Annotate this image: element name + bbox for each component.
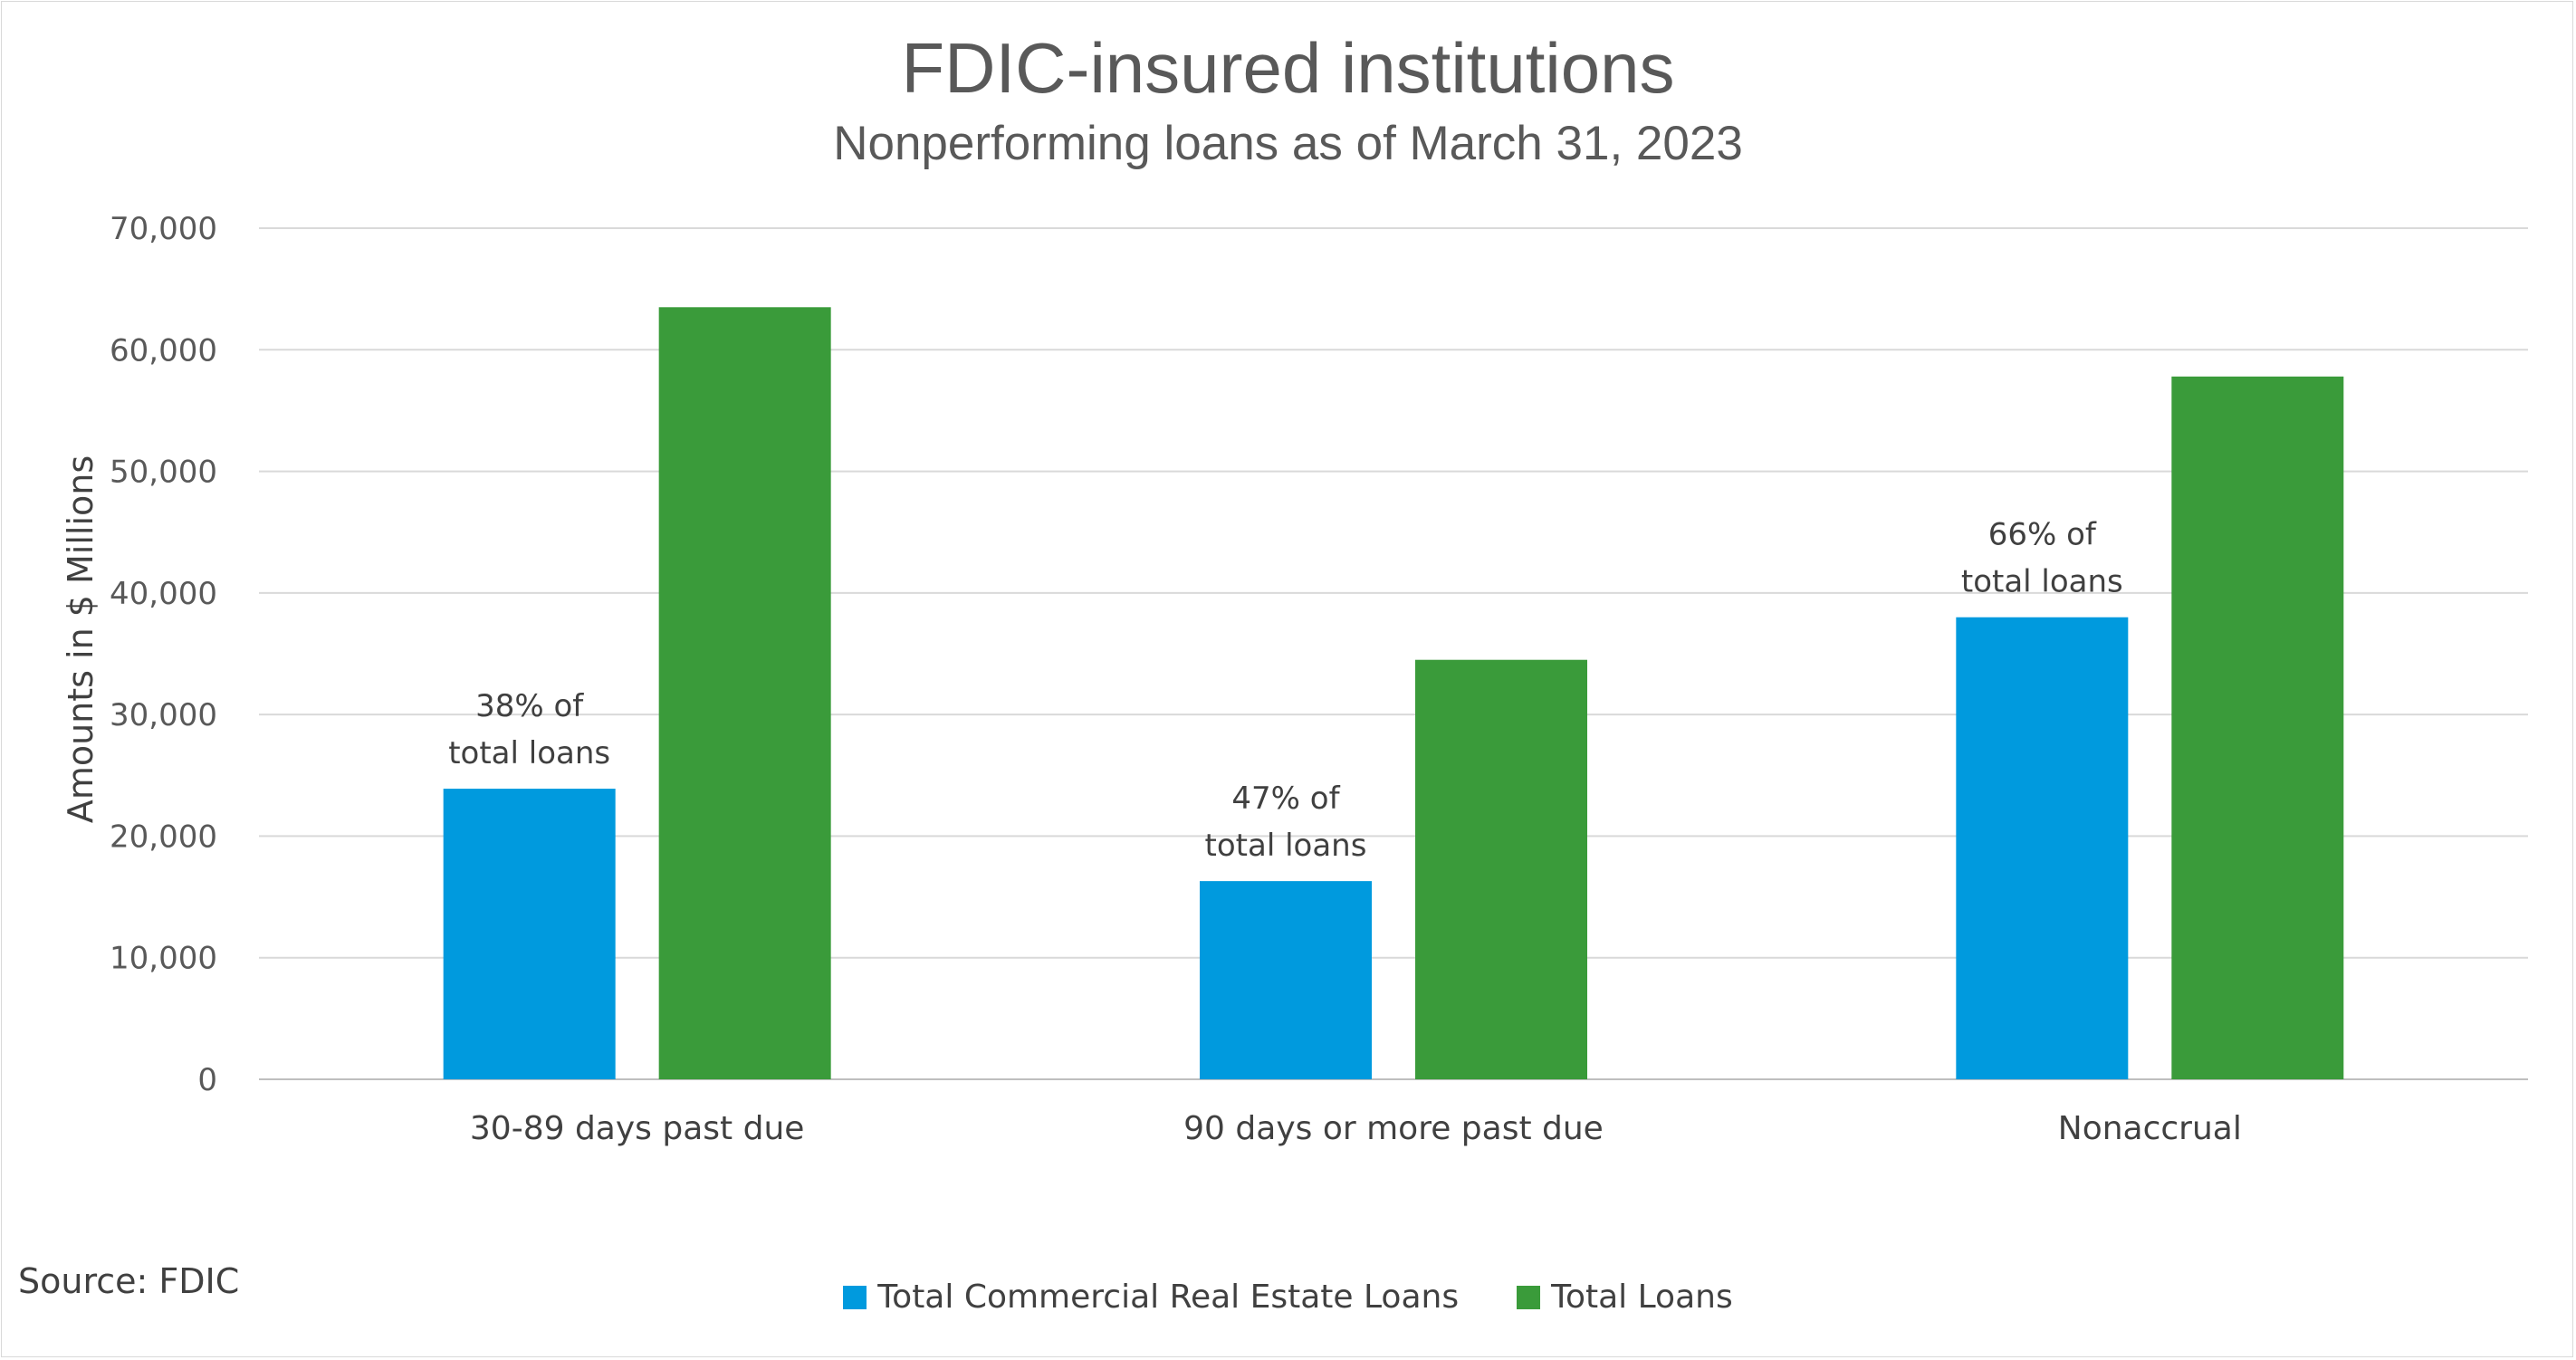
y-tick-label: 40,000 [110, 576, 217, 612]
bar-cre-2 [1956, 617, 2129, 1079]
bars [443, 307, 2344, 1079]
x-category-label: 90 days or more past due [1183, 1110, 1604, 1147]
annotation-label: 47% of [1231, 781, 1340, 817]
x-category-label: Nonaccrual [2058, 1110, 2242, 1147]
bar-total-2 [2171, 376, 2344, 1079]
bar-total-1 [1415, 659, 1587, 1079]
gridlines [259, 227, 2528, 1080]
bar-total-0 [658, 307, 831, 1079]
source-note: Source: FDIC [18, 1261, 240, 1301]
y-tick-label: 60,000 [110, 332, 217, 369]
annotation-label: 66% of [1988, 517, 2097, 553]
bar-cre-1 [1200, 881, 1372, 1079]
y-tick-label: 50,000 [110, 455, 217, 491]
legend-swatch [1517, 1285, 1541, 1309]
chart-subtitle: Nonperforming loans as of March 31, 2023 [833, 117, 1743, 170]
y-tick-label: 30,000 [110, 697, 217, 733]
y-axis-ticks: 0 10,000 20,000 30,000 40,000 50,000 60,000 70,… [110, 211, 217, 1098]
legend-label: Total Loans [1551, 1279, 1733, 1316]
legend-label: Total Commercial Real Estate Loans [877, 1279, 1460, 1316]
annotations: 38% of total loans 47% of total loans 66% of… [448, 517, 2123, 864]
annotation-label: total loans [448, 735, 610, 771]
y-axis-label: Amounts in $ Millions [61, 455, 101, 823]
legend-item: Total Commercial Real Estate Loans [843, 1279, 1459, 1316]
x-category-label: 30-89 days past due [470, 1110, 805, 1147]
y-tick-label: 0 [197, 1062, 217, 1098]
y-tick-label: 20,000 [110, 819, 217, 855]
legend-item: Total Loans [1517, 1279, 1733, 1316]
y-tick-label: 70,000 [110, 211, 217, 247]
annotation-label: 38% of [475, 688, 584, 724]
bar-cre-0 [443, 789, 616, 1079]
x-axis-categories: 30-89 days past due 90 days or more past … [470, 1110, 2242, 1147]
y-tick-label: 10,000 [110, 941, 217, 977]
chart-title: FDIC-insured institutions [901, 28, 1675, 108]
annotation-label: total loans [1205, 828, 1367, 864]
legend: Total Commercial Real Estate Loans Total … [0, 1279, 2576, 1316]
annotation-label: total loans [1961, 564, 2123, 600]
legend-swatch [843, 1285, 867, 1309]
